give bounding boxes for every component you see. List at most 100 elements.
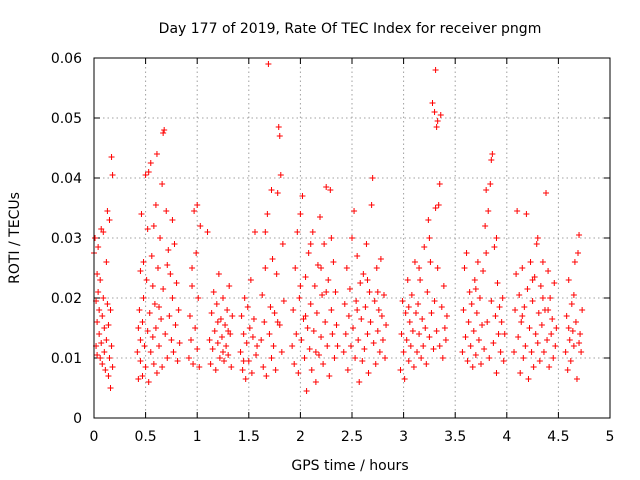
- data-point: [578, 349, 585, 355]
- data-point: [297, 211, 304, 217]
- data-point: [137, 268, 144, 274]
- data-point: [545, 307, 552, 313]
- y-axis-label: ROTI / TECUs: [7, 192, 23, 284]
- data-point: [314, 262, 321, 268]
- data-point: [465, 319, 472, 325]
- data-point: [218, 334, 225, 340]
- data-point: [517, 370, 524, 376]
- data-point: [164, 355, 171, 361]
- data-point: [193, 250, 200, 256]
- data-point: [352, 355, 359, 361]
- data-point: [566, 337, 573, 343]
- data-point: [134, 349, 141, 355]
- data-point: [563, 313, 570, 319]
- data-point: [262, 265, 269, 271]
- data-point: [356, 379, 363, 385]
- data-point: [103, 337, 110, 343]
- data-point: [538, 322, 545, 328]
- data-point: [322, 319, 329, 325]
- data-point: [150, 223, 157, 229]
- data-point: [481, 346, 488, 352]
- x-tick-label: 3: [399, 429, 408, 445]
- data-point: [329, 331, 336, 337]
- data-point: [279, 241, 286, 247]
- y-tick-label: 0.01: [51, 351, 82, 367]
- data-point: [469, 364, 476, 370]
- data-point: [216, 355, 223, 361]
- data-point: [422, 325, 429, 331]
- data-point: [350, 325, 357, 331]
- data-point: [213, 301, 220, 307]
- data-point: [165, 247, 172, 253]
- data-point: [324, 343, 331, 349]
- data-point: [191, 208, 198, 214]
- data-point: [536, 358, 543, 364]
- data-point: [237, 349, 244, 355]
- data-point: [326, 373, 333, 379]
- data-point: [334, 343, 341, 349]
- data-point: [245, 358, 252, 364]
- data-point: [432, 67, 439, 73]
- data-point: [137, 337, 144, 343]
- data-point: [433, 328, 440, 334]
- y-tick-label: 0: [73, 411, 82, 427]
- data-point: [223, 343, 230, 349]
- x-tick-label: 0.5: [134, 429, 156, 445]
- data-point: [404, 277, 411, 283]
- data-point: [214, 340, 221, 346]
- data-point: [343, 265, 350, 271]
- data-point: [418, 355, 425, 361]
- data-point: [270, 343, 277, 349]
- data-point: [225, 352, 232, 358]
- data-point: [367, 319, 374, 325]
- data-point: [139, 373, 146, 379]
- data-point: [552, 343, 559, 349]
- data-point: [416, 331, 423, 337]
- data-point: [434, 118, 441, 124]
- data-point: [151, 301, 158, 307]
- data-point: [168, 337, 175, 343]
- data-point: [274, 190, 281, 196]
- data-point: [141, 343, 148, 349]
- data-point: [305, 250, 312, 256]
- data-point: [94, 352, 101, 358]
- data-point: [249, 334, 256, 340]
- data-point: [529, 277, 536, 283]
- data-point: [95, 244, 102, 250]
- data-point: [294, 229, 301, 235]
- data-point: [370, 340, 377, 346]
- data-point: [349, 235, 355, 241]
- data-point: [264, 211, 271, 217]
- data-point: [143, 277, 150, 283]
- data-point: [361, 346, 368, 352]
- data-point: [276, 133, 283, 139]
- data-point: [520, 355, 527, 361]
- data-point: [551, 280, 558, 286]
- data-point: [104, 301, 111, 307]
- data-point: [311, 283, 318, 289]
- data-point: [476, 295, 483, 301]
- data-point: [437, 112, 444, 118]
- data-point: [528, 349, 535, 355]
- data-point: [482, 223, 489, 229]
- data-point: [320, 361, 327, 367]
- data-point: [438, 304, 445, 310]
- data-point: [572, 319, 579, 325]
- data-point: [468, 301, 475, 307]
- data-point: [403, 337, 410, 343]
- data-point: [146, 310, 153, 316]
- data-point: [492, 313, 499, 319]
- data-point: [491, 244, 498, 250]
- data-point: [331, 355, 338, 361]
- data-point: [277, 172, 284, 178]
- data-point: [353, 298, 360, 304]
- data-point: [109, 364, 116, 370]
- data-point: [340, 349, 347, 355]
- data-point: [259, 292, 266, 298]
- data-point: [220, 295, 226, 301]
- data-point: [272, 367, 279, 373]
- data-point: [409, 328, 416, 334]
- data-point: [426, 334, 433, 340]
- data-point: [108, 154, 115, 160]
- x-tick-label: 0: [90, 429, 99, 445]
